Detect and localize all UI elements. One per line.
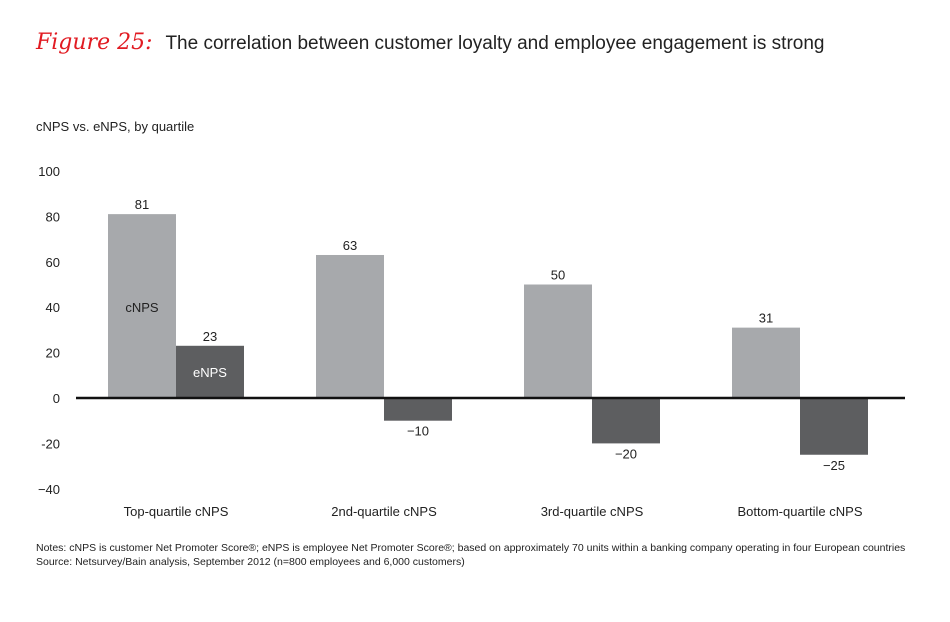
data-label: −25 — [823, 458, 845, 473]
data-label: 63 — [343, 238, 357, 253]
x-category-label: 2nd-quartile cNPS — [331, 504, 437, 519]
data-label: 23 — [203, 329, 217, 344]
data-label: −10 — [407, 424, 429, 439]
x-category-label: Bottom-quartile cNPS — [738, 504, 863, 519]
series-label-enps: eNPS — [193, 365, 227, 380]
y-tick-label: -20 — [41, 436, 60, 451]
enps-bar — [800, 398, 868, 455]
y-tick-label: 40 — [46, 300, 60, 315]
data-label: −20 — [615, 446, 637, 461]
enps-bar — [592, 398, 660, 444]
cnps-bar — [524, 284, 592, 398]
data-label: 81 — [135, 197, 149, 212]
cnps-bar — [732, 327, 800, 398]
y-tick-label: 100 — [38, 164, 60, 179]
cnps-bar — [108, 214, 176, 398]
data-label: 50 — [551, 268, 565, 283]
enps-bar — [176, 345, 244, 398]
y-tick-label: 80 — [46, 209, 60, 224]
x-category-label: 3rd-quartile cNPS — [541, 504, 644, 519]
chart-subtitle: cNPS vs. eNPS, by quartile — [36, 119, 195, 134]
y-tick-label: 60 — [46, 255, 60, 270]
data-label: 31 — [759, 311, 773, 326]
y-tick-label: −40 — [38, 482, 60, 497]
y-tick-label: 0 — [53, 391, 60, 406]
figure-title: Figure 25: The correlation between custo… — [36, 30, 824, 55]
series-label-cnps: cNPS — [125, 300, 159, 315]
figure-title-text: The correlation between customer loyalty… — [165, 33, 825, 54]
cnps-bar — [316, 254, 384, 398]
chart-notes: Notes: cNPS is customer Net Promoter Sco… — [36, 542, 916, 569]
x-category-label: Top-quartile cNPS — [124, 504, 229, 519]
figure-number: Figure 25: — [36, 30, 153, 55]
y-tick-label: 20 — [46, 346, 60, 361]
notes-text: Notes: cNPS is customer Net Promoter Sco… — [36, 542, 906, 554]
source-text: Source: Netsurvey/Bain analysis, Septemb… — [36, 555, 465, 568]
enps-bar — [384, 398, 452, 421]
